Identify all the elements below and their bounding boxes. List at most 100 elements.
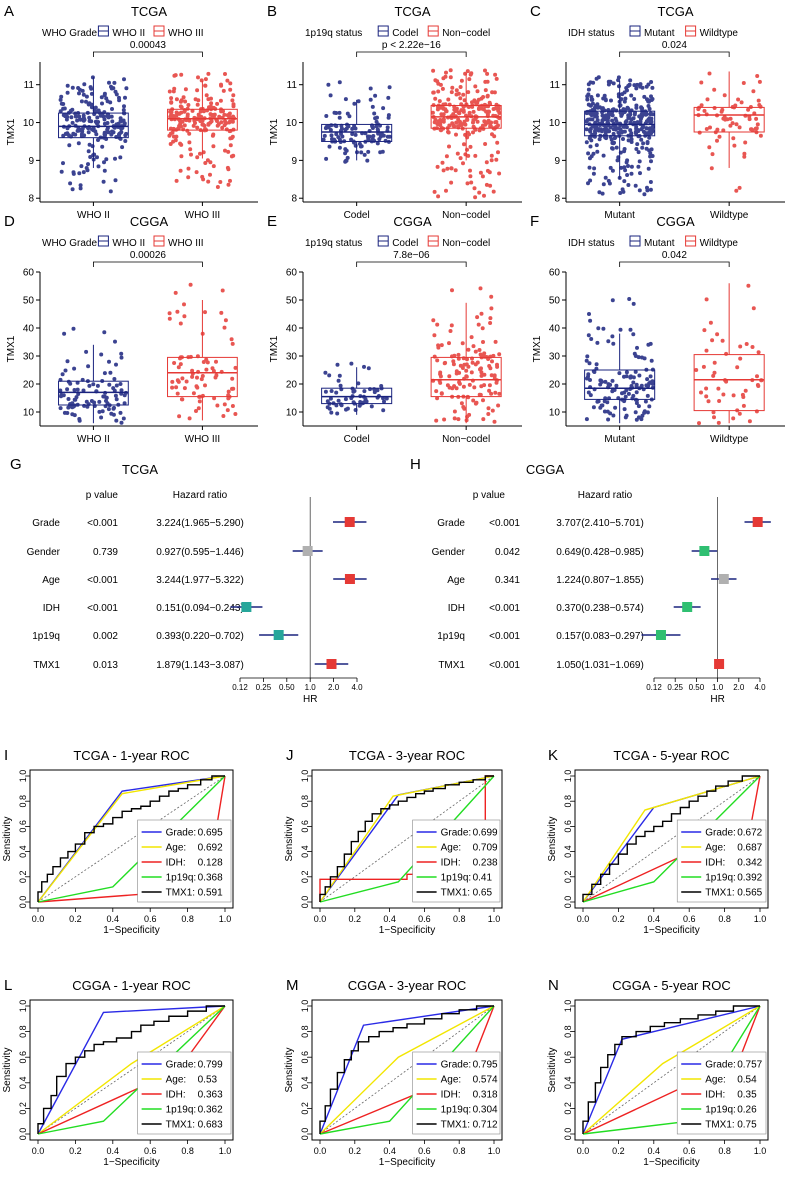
data-point (209, 107, 213, 112)
legend-auc: 0.128 (198, 858, 223, 869)
significance-bracket (619, 51, 730, 57)
data-point (70, 85, 75, 90)
panel-letter: J (286, 747, 294, 764)
data-point (642, 94, 647, 99)
data-point (599, 379, 604, 384)
data-point (440, 104, 444, 109)
legend: 1p19q status Codel Non−codel (305, 235, 490, 249)
data-point (588, 385, 593, 390)
data-point (433, 78, 438, 83)
data-point (195, 354, 200, 359)
data-point (79, 132, 84, 137)
data-point (600, 191, 605, 196)
data-point (451, 362, 456, 367)
data-point (440, 160, 445, 165)
hr-marker (302, 546, 313, 556)
data-point (180, 397, 185, 402)
data-point (323, 389, 328, 394)
data-point (476, 322, 481, 327)
x-tick-label: 0.25 (256, 683, 272, 692)
data-point (102, 371, 107, 376)
data-point (494, 76, 499, 81)
data-point (329, 389, 334, 393)
data-point (628, 374, 633, 379)
data-point (496, 150, 500, 155)
data-point (377, 137, 382, 142)
data-point (233, 365, 238, 370)
data-point (65, 90, 70, 95)
data-point (72, 366, 77, 371)
data-point (226, 182, 231, 187)
jitter-points (323, 361, 389, 416)
data-point (434, 418, 439, 423)
jitter-points (58, 75, 129, 194)
data-point (697, 130, 702, 135)
data-point (84, 349, 89, 354)
data-point (712, 87, 717, 92)
roc-curve-tmx1 (319, 775, 494, 902)
data-point (465, 357, 469, 362)
y-tick-label: 0.6 (18, 820, 28, 833)
data-point (490, 408, 495, 413)
roc-curve-age (37, 1005, 226, 1135)
data-point (203, 161, 208, 165)
data-point (453, 168, 458, 173)
x-tick-label: 0.0 (32, 1146, 45, 1156)
data-point (97, 399, 102, 404)
data-point (182, 302, 186, 307)
data-point (179, 142, 184, 147)
data-point (349, 361, 354, 366)
data-point (373, 93, 378, 98)
data-point (105, 99, 110, 104)
variable-name: TMX1 (438, 660, 465, 671)
data-point (441, 168, 446, 173)
p-value-label: 0.00043 (130, 40, 167, 51)
data-point (95, 155, 99, 160)
data-point (479, 366, 483, 371)
data-point (594, 143, 599, 148)
data-point (629, 164, 634, 169)
data-point (381, 396, 385, 401)
data-point (618, 191, 623, 195)
legend-title: 1p19q status (305, 28, 362, 39)
data-point (641, 387, 646, 392)
data-point (605, 409, 610, 414)
x-tick-label: 4.0 (351, 683, 363, 692)
hazard-ratio-text: 0.393(0.220−0.702) (156, 631, 244, 642)
data-point (465, 117, 470, 122)
data-point (481, 417, 486, 422)
data-point (89, 399, 94, 403)
data-point (650, 385, 655, 390)
data-point (356, 381, 361, 386)
data-point (205, 108, 210, 113)
data-point (452, 124, 457, 129)
data-point (643, 133, 648, 138)
y-tick-label: 60 (549, 268, 561, 279)
data-point (650, 85, 655, 90)
data-point (119, 391, 124, 396)
hazard-ratio-text: 0.157(0.083−0.297) (556, 631, 644, 642)
data-point (446, 97, 451, 102)
data-point (199, 78, 204, 83)
data-point (610, 113, 615, 118)
data-point (82, 403, 87, 408)
data-point (329, 133, 334, 138)
panel-letter: H (410, 456, 421, 473)
data-point (629, 140, 634, 144)
data-point (174, 113, 179, 118)
data-point (616, 155, 621, 160)
data-point (435, 126, 439, 131)
data-point (349, 396, 354, 401)
data-point (482, 193, 486, 198)
data-point (637, 373, 642, 378)
data-point (446, 115, 450, 120)
data-point (72, 388, 77, 392)
data-point (497, 352, 502, 357)
data-point (448, 68, 453, 73)
data-point (221, 88, 226, 93)
data-point (644, 119, 649, 124)
data-point (631, 380, 636, 385)
data-point (208, 116, 213, 121)
jitter-points (431, 286, 502, 424)
